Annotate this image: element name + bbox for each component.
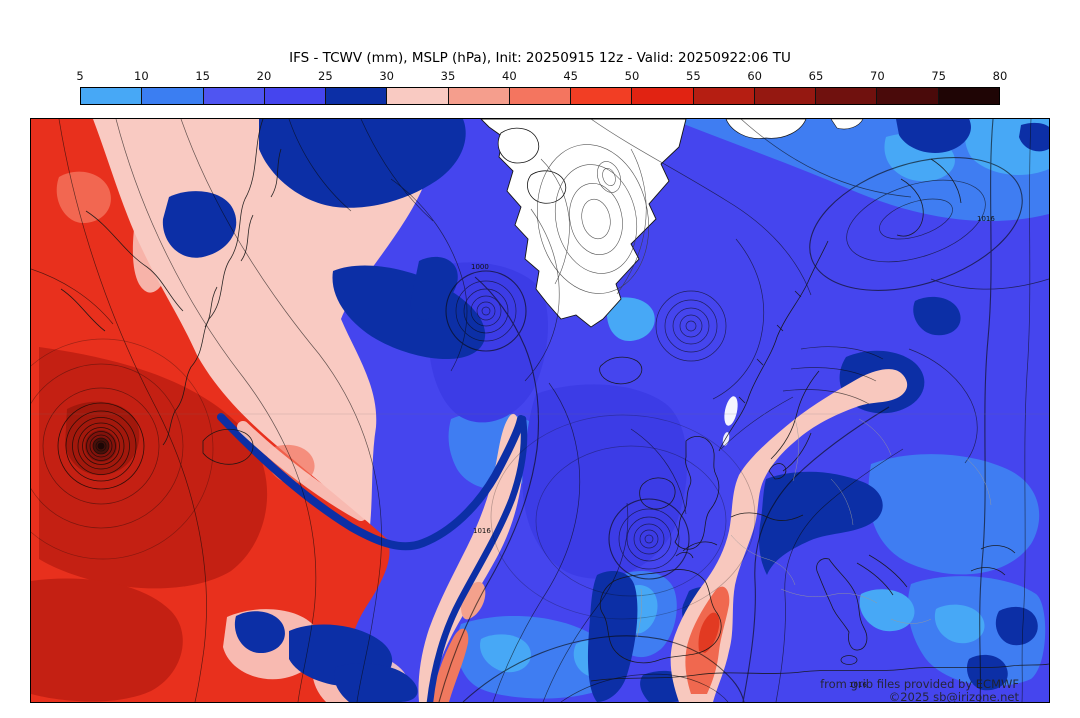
colorbar-segment <box>876 88 938 104</box>
colorbar-tick-label: 40 <box>502 69 517 83</box>
colorbar-segment <box>937 88 999 104</box>
colorbar-tick-label: 65 <box>808 69 824 83</box>
colorbar-tick-label: 75 <box>931 69 946 83</box>
colorbar-segment <box>447 88 509 104</box>
colorbar-segment <box>141 88 203 104</box>
greenland-terrain-contours <box>536 144 650 295</box>
colorbar-tick-label: 30 <box>379 69 394 83</box>
colorbar-tick-label: 45 <box>563 69 578 83</box>
navy-front-edges <box>217 413 528 702</box>
colorbar-segments <box>80 87 1000 105</box>
colorbar: 5 10 15 20 25 30 35 40 45 50 55 60 65 70 75 80 <box>76 69 1007 105</box>
attribution-copyright: ©2025 sb@irizone.net <box>889 690 1020 702</box>
greenland-region <box>480 119 864 446</box>
colorbar-segment <box>325 88 387 104</box>
isobar-labels: 1000 1016 1016 1016 <box>471 215 995 689</box>
frontal-band-europe <box>670 369 908 702</box>
attribution-source: from grib files provided by ECMWF <box>820 677 1019 691</box>
colorbar-segment <box>202 88 264 104</box>
mslp-isobars <box>31 119 1049 702</box>
colorbar-segment <box>263 88 326 104</box>
colorbar-segment <box>692 88 754 104</box>
colorbar-ticks: 5 10 15 20 25 30 35 40 45 50 55 60 65 70 75 80 <box>76 69 1007 86</box>
weather-map: 1000 1016 1016 1016 from grib files prov… <box>30 118 1050 703</box>
isobar-label-1016-a: 1016 <box>473 527 491 535</box>
coastlines <box>60 119 1049 682</box>
colorbar-tick-label: 25 <box>318 69 333 83</box>
colorbar-tick-label: 15 <box>195 69 210 83</box>
page-title: IFS - TCWV (mm), MSLP (hPa), Init: 20250… <box>289 50 791 66</box>
colorbar-tick-label: 70 <box>870 69 885 83</box>
colorbar-segment <box>753 88 816 104</box>
attribution: from grib files provided by ECMWF ©2025 … <box>820 677 1019 702</box>
colorbar-tick-label: 50 <box>624 69 640 83</box>
colorbar-segment <box>508 88 571 104</box>
colorbar-segment <box>81 88 142 104</box>
colorbar-tick-label: 35 <box>440 69 456 83</box>
colorbar-segment <box>570 88 632 104</box>
colorbar-segment <box>815 88 877 104</box>
colorbar-segment <box>631 88 693 104</box>
colorbar-segment <box>386 88 448 104</box>
isobar-label-1016-c: 1016 <box>849 681 867 689</box>
colorbar-tick-label: 20 <box>256 69 272 83</box>
hurricane-vortex <box>57 402 145 490</box>
colorbar-tick-label: 55 <box>686 69 701 83</box>
isobar-label-1016-b: 1016 <box>977 215 995 223</box>
colorbar-tick-label: 60 <box>747 69 762 83</box>
colorbar-tick-label: 80 <box>992 69 1008 83</box>
greenland-landmass <box>480 119 687 328</box>
weather-map-canvas: 1000 1016 1016 1016 from grib files prov… <box>31 119 1049 702</box>
colorbar-tick-label: 10 <box>134 69 149 83</box>
country-borders <box>636 418 992 638</box>
colorbar-tick-label: 5 <box>76 69 84 83</box>
isobar-label-1000: 1000 <box>471 263 489 271</box>
